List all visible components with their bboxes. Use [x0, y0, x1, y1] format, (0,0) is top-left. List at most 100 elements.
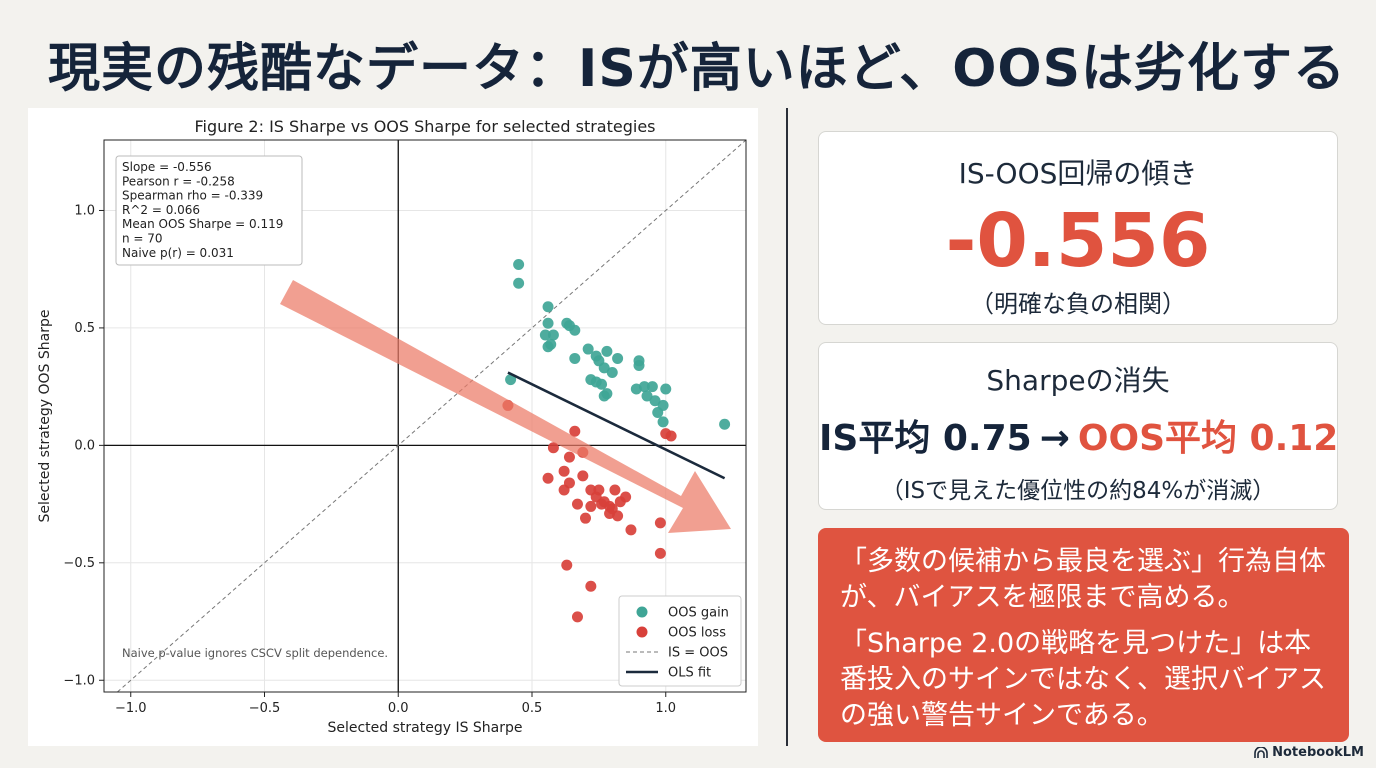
data-point — [542, 317, 554, 329]
stats-line: Spearman rho = -0.339 — [122, 189, 263, 203]
data-point — [558, 465, 570, 477]
data-point — [612, 352, 624, 364]
slide-title: 現実の残酷なデータ：ISが高いほど、OOSは劣化する — [48, 39, 1347, 99]
right-arrow-icon: → — [1039, 418, 1070, 459]
chart-figure: Figure 2: IS Sharpe vs OOS Sharpe for se… — [28, 108, 758, 746]
data-point — [652, 406, 664, 418]
ols-fit-line — [507, 371, 726, 480]
y-tick-label: 0.5 — [74, 321, 95, 336]
y-tick-label: −1.0 — [63, 673, 95, 688]
x-tick-label: 1.0 — [655, 701, 676, 716]
y-tick-label: 1.0 — [74, 203, 95, 218]
sharpe-note: （ISで見えた優位性の約84%が消滅） — [880, 478, 1276, 504]
data-point — [577, 470, 589, 482]
notebooklm-icon — [1254, 746, 1268, 758]
chart-title: Figure 2: IS Sharpe vs OOS Sharpe for se… — [194, 117, 655, 136]
legend-marker — [636, 626, 648, 638]
data-point — [609, 484, 621, 496]
data-point — [649, 395, 661, 407]
stats-line: Mean OOS Sharpe = 0.119 — [122, 217, 283, 231]
data-point — [561, 559, 573, 571]
data-point — [547, 442, 559, 454]
data-point — [641, 390, 653, 402]
y-tick-label: 0.0 — [74, 438, 95, 453]
plot-frame — [103, 139, 747, 693]
divider-line — [786, 108, 788, 746]
data-point — [569, 324, 581, 336]
warning-box: 「多数の候補から最良を選ぶ」行為自体が、バイアスを極限まで高める。 「Sharp… — [818, 528, 1349, 742]
data-point — [665, 430, 677, 442]
data-point — [547, 329, 559, 341]
data-point — [582, 343, 594, 355]
data-point — [513, 258, 525, 270]
data-point — [646, 381, 658, 393]
y-tick-label: −0.5 — [63, 556, 95, 571]
x-tick-label: −0.5 — [249, 701, 281, 716]
stats-line: Naive p(r) = 0.031 — [122, 246, 234, 260]
slope-card: IS-OOS回帰の傾き -0.556 （明確な負の相関） — [818, 131, 1338, 325]
data-point — [569, 352, 581, 364]
legend-box — [618, 595, 742, 687]
slope-value: -0.556 — [945, 198, 1211, 284]
data-point — [598, 362, 610, 374]
brand-logo: NotebookLM — [1254, 745, 1364, 760]
oos-average: OOS平均 0.12 — [1077, 418, 1339, 459]
stats-line: n = 70 — [122, 232, 163, 246]
data-point — [542, 341, 554, 353]
data-point — [625, 524, 637, 536]
stats-line: Slope = -0.556 — [122, 160, 212, 174]
slope-card-heading: IS-OOS回帰の傾き — [958, 157, 1198, 190]
scatter-chart: Figure 2: IS Sharpe vs OOS Sharpe for se… — [37, 117, 747, 736]
data-point — [630, 383, 642, 395]
data-point — [654, 547, 666, 559]
data-point — [596, 378, 608, 390]
data-point — [513, 277, 525, 289]
data-point — [719, 418, 731, 430]
data-point — [654, 517, 666, 529]
data-point — [563, 451, 575, 463]
legend-label: IS = OOS — [668, 646, 728, 661]
legend-label: OOS loss — [668, 626, 726, 641]
data-point — [571, 611, 583, 623]
data-point — [601, 345, 613, 357]
data-point — [585, 580, 597, 592]
x-tick-label: 0.0 — [388, 701, 409, 716]
slope-note: （明確な負の相関） — [970, 290, 1186, 318]
stats-box — [115, 155, 303, 266]
data-point — [569, 425, 581, 437]
x-tick-label: 0.5 — [522, 701, 543, 716]
stats-line: Pearson r = -0.258 — [122, 174, 235, 188]
trend-arrow — [280, 280, 731, 533]
data-point — [585, 500, 597, 512]
x-axis-label: Selected strategy IS Sharpe — [327, 720, 522, 736]
data-point — [612, 510, 624, 522]
stats-line: R^2 = 0.066 — [122, 203, 200, 217]
x-tick-label: −1.0 — [115, 701, 147, 716]
data-point — [505, 374, 517, 386]
y-axis-label: Selected strategy OOS Sharpe — [37, 310, 53, 523]
data-point — [571, 498, 583, 510]
sharpe-card-heading: Sharpeの消失 — [986, 364, 1170, 397]
data-point — [558, 484, 570, 496]
data-point — [539, 329, 551, 341]
legend-label: OOS gain — [668, 606, 729, 621]
warning-para-1: 「多数の候補から最良を選ぶ」行為自体が、バイアスを極限まで高める。 — [840, 546, 1326, 613]
sharpe-comparison: IS平均 0.75 → OOS平均 0.12 — [819, 409, 1339, 461]
data-point — [657, 416, 669, 428]
data-point — [580, 512, 591, 524]
data-point — [620, 491, 632, 503]
data-point — [542, 301, 554, 313]
warning-para-2: 「Sharpe 2.0の戦略を見つけた」は本番投入のサインではなく、選択バイアス… — [840, 628, 1326, 731]
chart-footnote: Naive p-value ignores CSCV split depende… — [122, 646, 388, 660]
data-point — [590, 491, 602, 503]
is-average: IS平均 0.75 — [819, 418, 1032, 459]
legend-label: OLS fit — [668, 666, 711, 681]
data-point — [542, 472, 554, 484]
data-point — [606, 367, 618, 379]
data-point — [633, 359, 645, 371]
data-point — [660, 383, 672, 395]
legend-marker — [636, 606, 648, 618]
sharpe-card: Sharpeの消失 IS平均 0.75 → OOS平均 0.12 （ISで見えた優位… — [818, 342, 1338, 510]
data-point — [598, 390, 610, 402]
brand-name: NotebookLM — [1272, 745, 1364, 760]
